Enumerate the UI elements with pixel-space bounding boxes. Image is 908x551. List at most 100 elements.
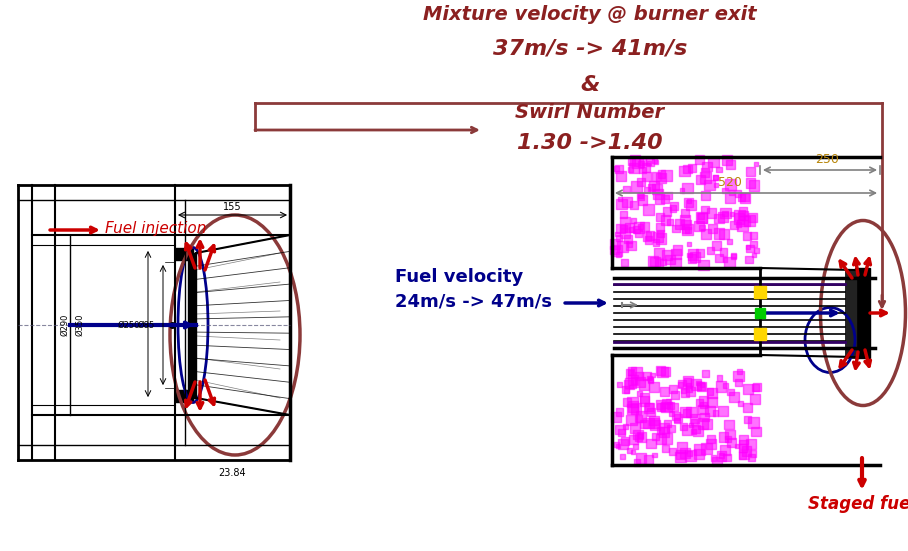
Point: [641, 236, 656, 245]
Point: [743, 244, 757, 253]
Point: [634, 222, 648, 231]
Point: [733, 399, 747, 408]
Point: [659, 403, 674, 412]
Bar: [175, 390, 193, 402]
Point: [646, 371, 660, 380]
Point: [712, 374, 726, 382]
Point: [642, 374, 656, 382]
Point: [646, 416, 661, 425]
Point: [749, 428, 764, 436]
Point: [646, 257, 660, 266]
Point: [616, 452, 630, 461]
Point: [695, 223, 709, 232]
Text: 155: 155: [222, 202, 242, 212]
Point: [607, 246, 622, 255]
Point: [613, 425, 627, 434]
Point: [642, 403, 656, 412]
Point: [626, 402, 640, 411]
Point: [746, 251, 761, 260]
Point: [692, 155, 706, 164]
Point: [613, 195, 627, 203]
Point: [625, 367, 639, 376]
Point: [610, 230, 625, 239]
Point: [629, 182, 644, 191]
Point: [647, 421, 662, 430]
Point: [643, 231, 657, 240]
Point: [684, 408, 698, 417]
Point: [653, 366, 667, 375]
Point: [717, 209, 732, 218]
Point: [612, 380, 627, 388]
Bar: [188, 253, 196, 398]
Text: 37m/s -> 41m/s: 37m/s -> 41m/s: [493, 38, 687, 58]
Point: [712, 214, 726, 223]
Point: [744, 440, 758, 449]
Point: [709, 457, 724, 466]
Point: [619, 386, 634, 395]
Point: [737, 194, 752, 203]
Point: [723, 193, 737, 202]
Point: [680, 165, 695, 174]
Point: [731, 379, 745, 387]
Point: [633, 377, 647, 386]
Point: [685, 254, 699, 263]
Point: [664, 424, 678, 433]
Point: [661, 397, 676, 406]
Point: [670, 416, 685, 425]
Point: [677, 167, 692, 176]
Point: [642, 403, 656, 412]
Point: [685, 164, 699, 172]
Point: [675, 443, 689, 452]
Point: [696, 419, 710, 428]
Point: [634, 453, 648, 462]
Point: [655, 170, 669, 179]
Text: 23.84: 23.84: [218, 468, 246, 478]
Point: [647, 257, 662, 266]
Point: [613, 224, 627, 233]
Point: [619, 398, 634, 407]
Point: [649, 172, 664, 181]
Point: [632, 389, 646, 398]
Point: [666, 202, 681, 210]
Point: [609, 165, 624, 174]
Point: [708, 173, 723, 182]
Point: [681, 376, 696, 385]
Point: [694, 211, 708, 220]
Point: [714, 382, 728, 391]
Point: [614, 172, 628, 181]
Point: [749, 246, 764, 255]
Point: [680, 183, 695, 192]
Point: [663, 217, 677, 226]
Point: [682, 381, 696, 390]
Point: [654, 401, 668, 409]
Point: [637, 420, 651, 429]
Point: [705, 208, 719, 217]
Point: [712, 165, 726, 174]
Point: [706, 453, 721, 462]
Point: [724, 388, 738, 397]
Point: [624, 382, 638, 391]
Point: [647, 382, 662, 391]
Point: [633, 191, 647, 199]
Point: [708, 409, 723, 418]
Point: [691, 379, 706, 387]
Point: [644, 183, 658, 192]
Point: [744, 167, 758, 176]
Point: [694, 382, 708, 391]
Point: [671, 414, 686, 423]
Point: [636, 165, 650, 174]
Point: [695, 214, 709, 223]
Point: [735, 193, 749, 202]
Point: [746, 240, 761, 249]
Point: [749, 159, 764, 168]
Point: [700, 420, 715, 429]
Point: [679, 408, 694, 417]
Point: [663, 401, 677, 410]
Point: [614, 428, 628, 437]
Point: [682, 251, 696, 260]
Point: [735, 212, 750, 220]
Point: [680, 377, 695, 386]
Point: [735, 222, 750, 230]
Point: [745, 449, 760, 458]
Point: [637, 397, 652, 406]
